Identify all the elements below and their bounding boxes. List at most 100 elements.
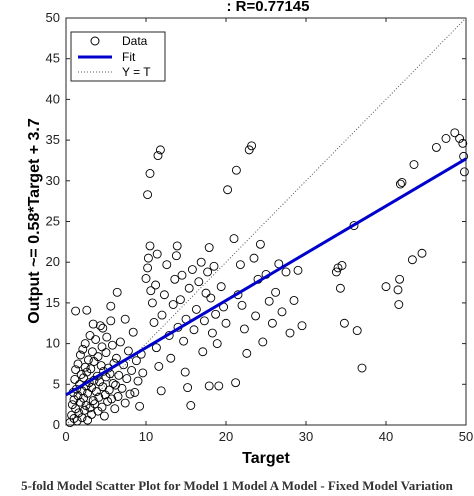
- data-point-115: [162, 260, 172, 270]
- data-point-147: [216, 282, 226, 292]
- data-point-15: [75, 350, 85, 360]
- data-point-188: [395, 274, 405, 284]
- data-point-104: [151, 280, 161, 290]
- y-tick-label-6: 30: [46, 173, 60, 188]
- identity-line-group: [65, 17, 467, 426]
- data-point-7: [71, 365, 81, 375]
- data-point-99: [143, 253, 153, 263]
- data-point-82: [127, 366, 137, 375]
- data-point-47: [93, 352, 103, 362]
- data-point-89: [138, 368, 148, 378]
- data-point-80: [123, 346, 133, 356]
- data-point-83: [128, 327, 138, 337]
- data-point-96: [120, 314, 130, 324]
- data-point-12: [73, 359, 83, 369]
- data-point-112: [156, 386, 166, 396]
- x-tick-label-2: 20: [219, 429, 233, 444]
- data-point-24: [80, 362, 90, 372]
- data-point-76: [117, 383, 127, 393]
- data-point-123: [175, 295, 185, 305]
- data-point-174: [293, 265, 303, 275]
- data-point-121: [172, 241, 182, 251]
- legend-data-marker: [90, 36, 100, 46]
- data-point-129: [184, 283, 194, 293]
- figure-caption: 5-fold Model Scatter Plot for Model 1 Mo…: [21, 478, 453, 493]
- data-point-44: [91, 387, 101, 397]
- data-point-124: [177, 270, 187, 280]
- fit-line-group: [65, 157, 467, 397]
- data-point-90: [71, 306, 81, 316]
- data-point-194: [417, 248, 427, 258]
- data-point-95: [98, 323, 108, 333]
- data-point-49: [95, 377, 105, 387]
- data-point-171: [281, 267, 291, 277]
- data-point-20: [78, 344, 88, 354]
- data-point-31: [83, 355, 93, 365]
- chart-title: : R=0.77145: [227, 0, 310, 15]
- data-point-191: [397, 177, 407, 187]
- data-point-17: [76, 370, 86, 379]
- scatter-plot: : R=0.77145 0 10 20 30 40 50 0 5 10 15 20 25 30 35 40 4…: [26, 0, 474, 467]
- x-tick-label-0: 0: [62, 429, 69, 444]
- data-point-131: [187, 265, 197, 274]
- data-point-66: [107, 394, 117, 404]
- data-point-134: [194, 277, 204, 287]
- data-point-146: [214, 381, 224, 391]
- identity-line: [65, 17, 467, 426]
- data-point-111: [154, 361, 164, 371]
- data-point-81: [125, 389, 135, 399]
- data-point-144: [211, 309, 221, 319]
- data-point-74: [114, 370, 124, 380]
- data-point-152: [231, 165, 241, 175]
- data-point-107: [145, 169, 155, 178]
- axis-ticks: 0 10 20 30 40 50 0 5 10 15 20 25 30 35 40 45 50: [46, 10, 474, 444]
- data-point-100: [145, 241, 155, 251]
- data-point-192: [409, 160, 419, 169]
- data-point-178: [331, 267, 341, 277]
- data-point-195: [431, 142, 441, 152]
- data-point-196: [441, 134, 451, 143]
- data-point-132: [189, 325, 199, 335]
- data-point-126: [180, 367, 190, 377]
- y-tick-label-4: 20: [46, 254, 60, 269]
- y-axis-label: Output ~= 0.58*Target + 3.7: [26, 118, 43, 324]
- data-point-136: [198, 347, 208, 357]
- data-point-25: [80, 339, 90, 349]
- y-tick-label-9: 45: [46, 51, 60, 66]
- data-point-97: [141, 274, 151, 283]
- data-point-38: [87, 347, 97, 357]
- data-point-160: [249, 253, 259, 263]
- legend-label-data: Data: [122, 34, 148, 48]
- data-point-78: [120, 398, 130, 408]
- data-point-120: [171, 251, 181, 261]
- data-point-105: [152, 249, 162, 259]
- data-point-9: [71, 384, 81, 394]
- data-point-92: [88, 319, 98, 329]
- data-point-22: [79, 373, 89, 383]
- data-point-154: [235, 260, 245, 270]
- data-point-172: [285, 328, 295, 338]
- data-point-106: [143, 190, 153, 200]
- data-point-128: [183, 383, 193, 393]
- data-point-6: [70, 374, 80, 384]
- data-point-167: [267, 318, 277, 328]
- data-point-108: [153, 151, 163, 161]
- y-tick-label-8: 40: [46, 91, 60, 106]
- data-point-91: [82, 305, 92, 315]
- data-point-161: [251, 311, 261, 321]
- data-point-182: [339, 318, 349, 328]
- data-point-177: [204, 381, 214, 391]
- data-point-85: [131, 356, 141, 366]
- data-point-190: [395, 179, 405, 189]
- data-point-68: [108, 379, 118, 388]
- data-point-170: [277, 307, 287, 317]
- data-point-42: [90, 399, 100, 409]
- data-point-189: [394, 300, 404, 309]
- data-point-198: [455, 134, 465, 143]
- data-point-56: [99, 411, 109, 421]
- data-point-141: [206, 293, 216, 303]
- y-tick-label-10: 50: [46, 10, 60, 25]
- data-point-63: [104, 385, 114, 395]
- data-point-73: [113, 392, 123, 401]
- data-point-138: [201, 288, 211, 298]
